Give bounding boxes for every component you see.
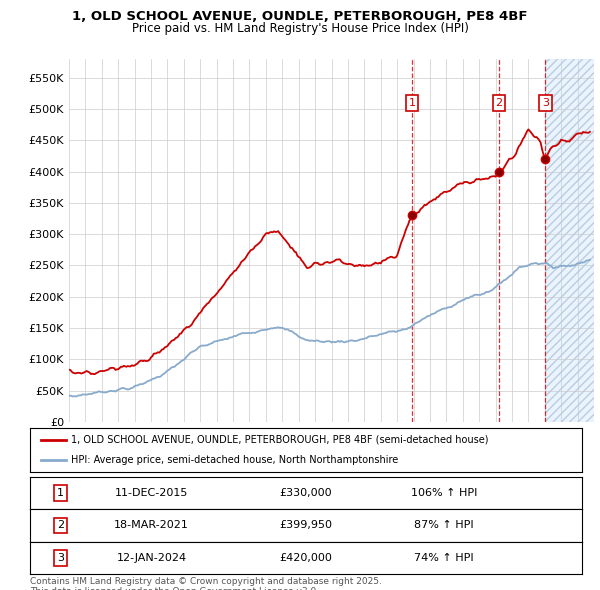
Text: 12-JAN-2024: 12-JAN-2024	[116, 553, 187, 563]
Text: 3: 3	[542, 98, 549, 108]
Text: 18-MAR-2021: 18-MAR-2021	[114, 520, 189, 530]
Text: 11-DEC-2015: 11-DEC-2015	[115, 488, 188, 498]
Text: 1: 1	[409, 98, 416, 108]
Bar	[545, 59, 594, 422]
Text: 106% ↑ HPI: 106% ↑ HPI	[411, 488, 477, 498]
Text: £330,000: £330,000	[280, 488, 332, 498]
Text: HPI: Average price, semi-detached house, North Northamptonshire: HPI: Average price, semi-detached house,…	[71, 455, 398, 465]
Text: 74% ↑ HPI: 74% ↑ HPI	[414, 553, 474, 563]
Text: 1: 1	[57, 488, 64, 498]
Text: 2: 2	[496, 98, 503, 108]
Text: 2: 2	[57, 520, 64, 530]
Text: 1, OLD SCHOOL AVENUE, OUNDLE, PETERBOROUGH, PE8 4BF (semi-detached house): 1, OLD SCHOOL AVENUE, OUNDLE, PETERBOROU…	[71, 435, 489, 445]
Text: Contains HM Land Registry data © Crown copyright and database right 2025.
This d: Contains HM Land Registry data © Crown c…	[30, 577, 382, 590]
Text: Price paid vs. HM Land Registry's House Price Index (HPI): Price paid vs. HM Land Registry's House …	[131, 22, 469, 35]
Text: £399,950: £399,950	[280, 520, 332, 530]
Text: £420,000: £420,000	[280, 553, 332, 563]
Text: 3: 3	[57, 553, 64, 563]
Text: 1, OLD SCHOOL AVENUE, OUNDLE, PETERBOROUGH, PE8 4BF: 1, OLD SCHOOL AVENUE, OUNDLE, PETERBOROU…	[72, 10, 528, 23]
Bar	[545, 59, 594, 422]
Text: 87% ↑ HPI: 87% ↑ HPI	[414, 520, 474, 530]
